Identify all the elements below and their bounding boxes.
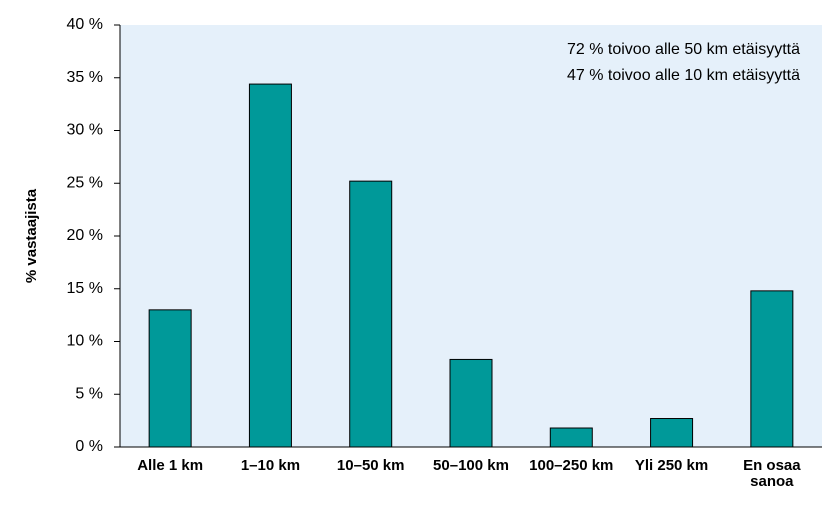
- y-tick-label: 40 %: [67, 16, 103, 33]
- bar: [349, 180, 393, 448]
- bar: [248, 83, 292, 448]
- x-tick-label: Yli 250 km: [634, 457, 709, 474]
- y-tick-label: 10 %: [67, 333, 103, 350]
- x-tick-label: 1–10 km: [240, 457, 301, 474]
- bar: [449, 358, 493, 448]
- x-tick-label: 50–100 km: [433, 457, 509, 474]
- y-tick-label: 25 %: [67, 174, 103, 191]
- bar: [148, 309, 192, 448]
- annotation: 72 % toivoo alle 50 km etäisyyttä: [567, 41, 800, 58]
- bar: [750, 290, 794, 448]
- y-tick-label: 5 %: [75, 385, 103, 402]
- y-tick-label: 0 %: [75, 438, 103, 455]
- y-axis-label: % vastaajista: [23, 188, 40, 283]
- y-tick-label: 20 %: [67, 227, 103, 244]
- x-tick-label: En osaa sanoa: [743, 457, 801, 490]
- y-tick-label: 15 %: [67, 280, 103, 297]
- bar: [650, 418, 694, 448]
- annotation: 47 % toivoo alle 10 km etäisyyttä: [567, 67, 800, 84]
- x-tick-label: 100–250 km: [529, 457, 614, 474]
- y-tick-label: 30 %: [67, 122, 103, 139]
- x-tick-label: Alle 1 km: [137, 457, 204, 474]
- bar: [549, 427, 593, 448]
- y-tick-label: 35 %: [67, 69, 103, 86]
- x-tick-label: 10–50 km: [336, 457, 405, 474]
